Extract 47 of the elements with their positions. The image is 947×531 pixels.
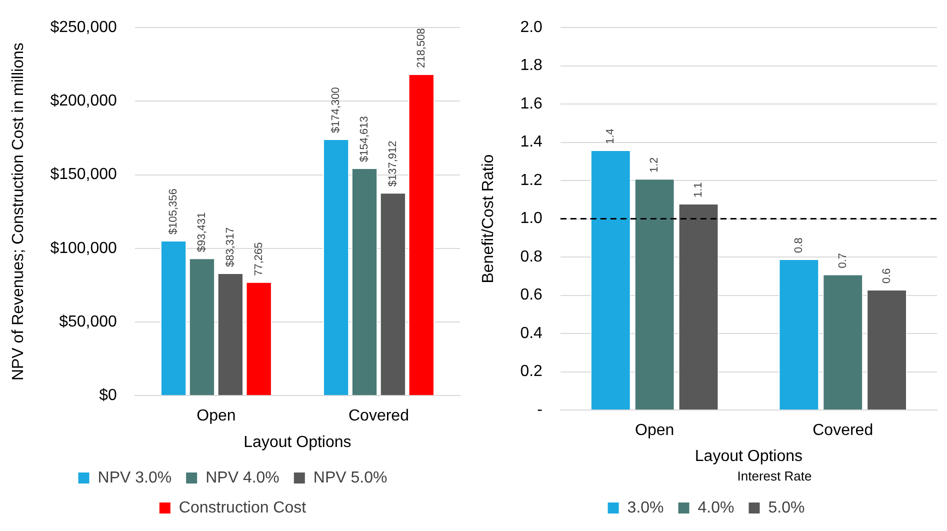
legend-label: NPV 5.0% xyxy=(313,469,388,486)
y-tick-label: $100,000 xyxy=(50,240,118,257)
data-label: $105,356 xyxy=(168,188,180,235)
data-label: 218,508 xyxy=(415,28,428,68)
data-label: 0.8 xyxy=(792,238,805,253)
y-tick-label: $250,000 xyxy=(50,19,118,36)
legend-label: NPV 4.0% xyxy=(206,469,280,486)
x-axis-title: Layout Options xyxy=(694,448,803,466)
y-tick-label: $200,000 xyxy=(50,92,118,110)
legend-title: Interest Rate xyxy=(737,468,812,484)
y-tick-label: 0.6 xyxy=(520,286,543,304)
legend-label: 5.0% xyxy=(768,499,805,516)
y-axis-title: NPV of Revenues; Construction Cost in millions xyxy=(10,42,28,381)
data-label: $154,613 xyxy=(358,116,371,162)
y-tick-label: 1.6 xyxy=(520,95,543,112)
data-label: $83,317 xyxy=(224,227,236,267)
data-label: 0.6 xyxy=(880,268,893,284)
y-axis-title: Benefit/Cost Ratio xyxy=(480,154,498,284)
y-tick-label: $50,000 xyxy=(59,313,118,330)
data-label: $174,300 xyxy=(330,87,342,134)
data-label: 1.4 xyxy=(604,128,617,144)
y-tick-label: 0.2 xyxy=(520,363,543,380)
data-label: $137,912 xyxy=(386,140,399,187)
data-label: 1.2 xyxy=(648,157,661,173)
x-tick-label: Covered xyxy=(812,422,874,440)
legend-label: NPV 3.0% xyxy=(98,469,172,486)
x-axis-title: Layout Options xyxy=(244,434,352,451)
y-tick-label: 1.8 xyxy=(520,57,543,74)
y-tick-label: 2.0 xyxy=(520,19,543,36)
y-tick-label: $0 xyxy=(99,387,118,404)
x-tick-label: Open xyxy=(196,408,236,425)
legend-label: 3.0% xyxy=(627,499,664,516)
data-label: $93,431 xyxy=(196,212,208,252)
data-label: 0.7 xyxy=(836,252,849,268)
y-tick-label: 0.8 xyxy=(520,248,543,266)
y-tick-label: 1.4 xyxy=(520,134,543,151)
data-label: 77,265 xyxy=(252,242,265,276)
y-tick-label: 1.2 xyxy=(520,172,543,189)
x-tick-label: Covered xyxy=(348,408,409,425)
y-tick-label: - xyxy=(537,401,542,418)
legend-label: 4.0% xyxy=(698,499,734,516)
y-tick-label: $150,000 xyxy=(50,166,118,184)
legend-label: Construction Cost xyxy=(178,499,307,516)
y-tick-label: 0.4 xyxy=(520,324,543,342)
data-label: 1.1 xyxy=(692,182,705,198)
y-tick-label: 1.0 xyxy=(520,210,543,228)
x-tick-label: Open xyxy=(635,422,674,440)
